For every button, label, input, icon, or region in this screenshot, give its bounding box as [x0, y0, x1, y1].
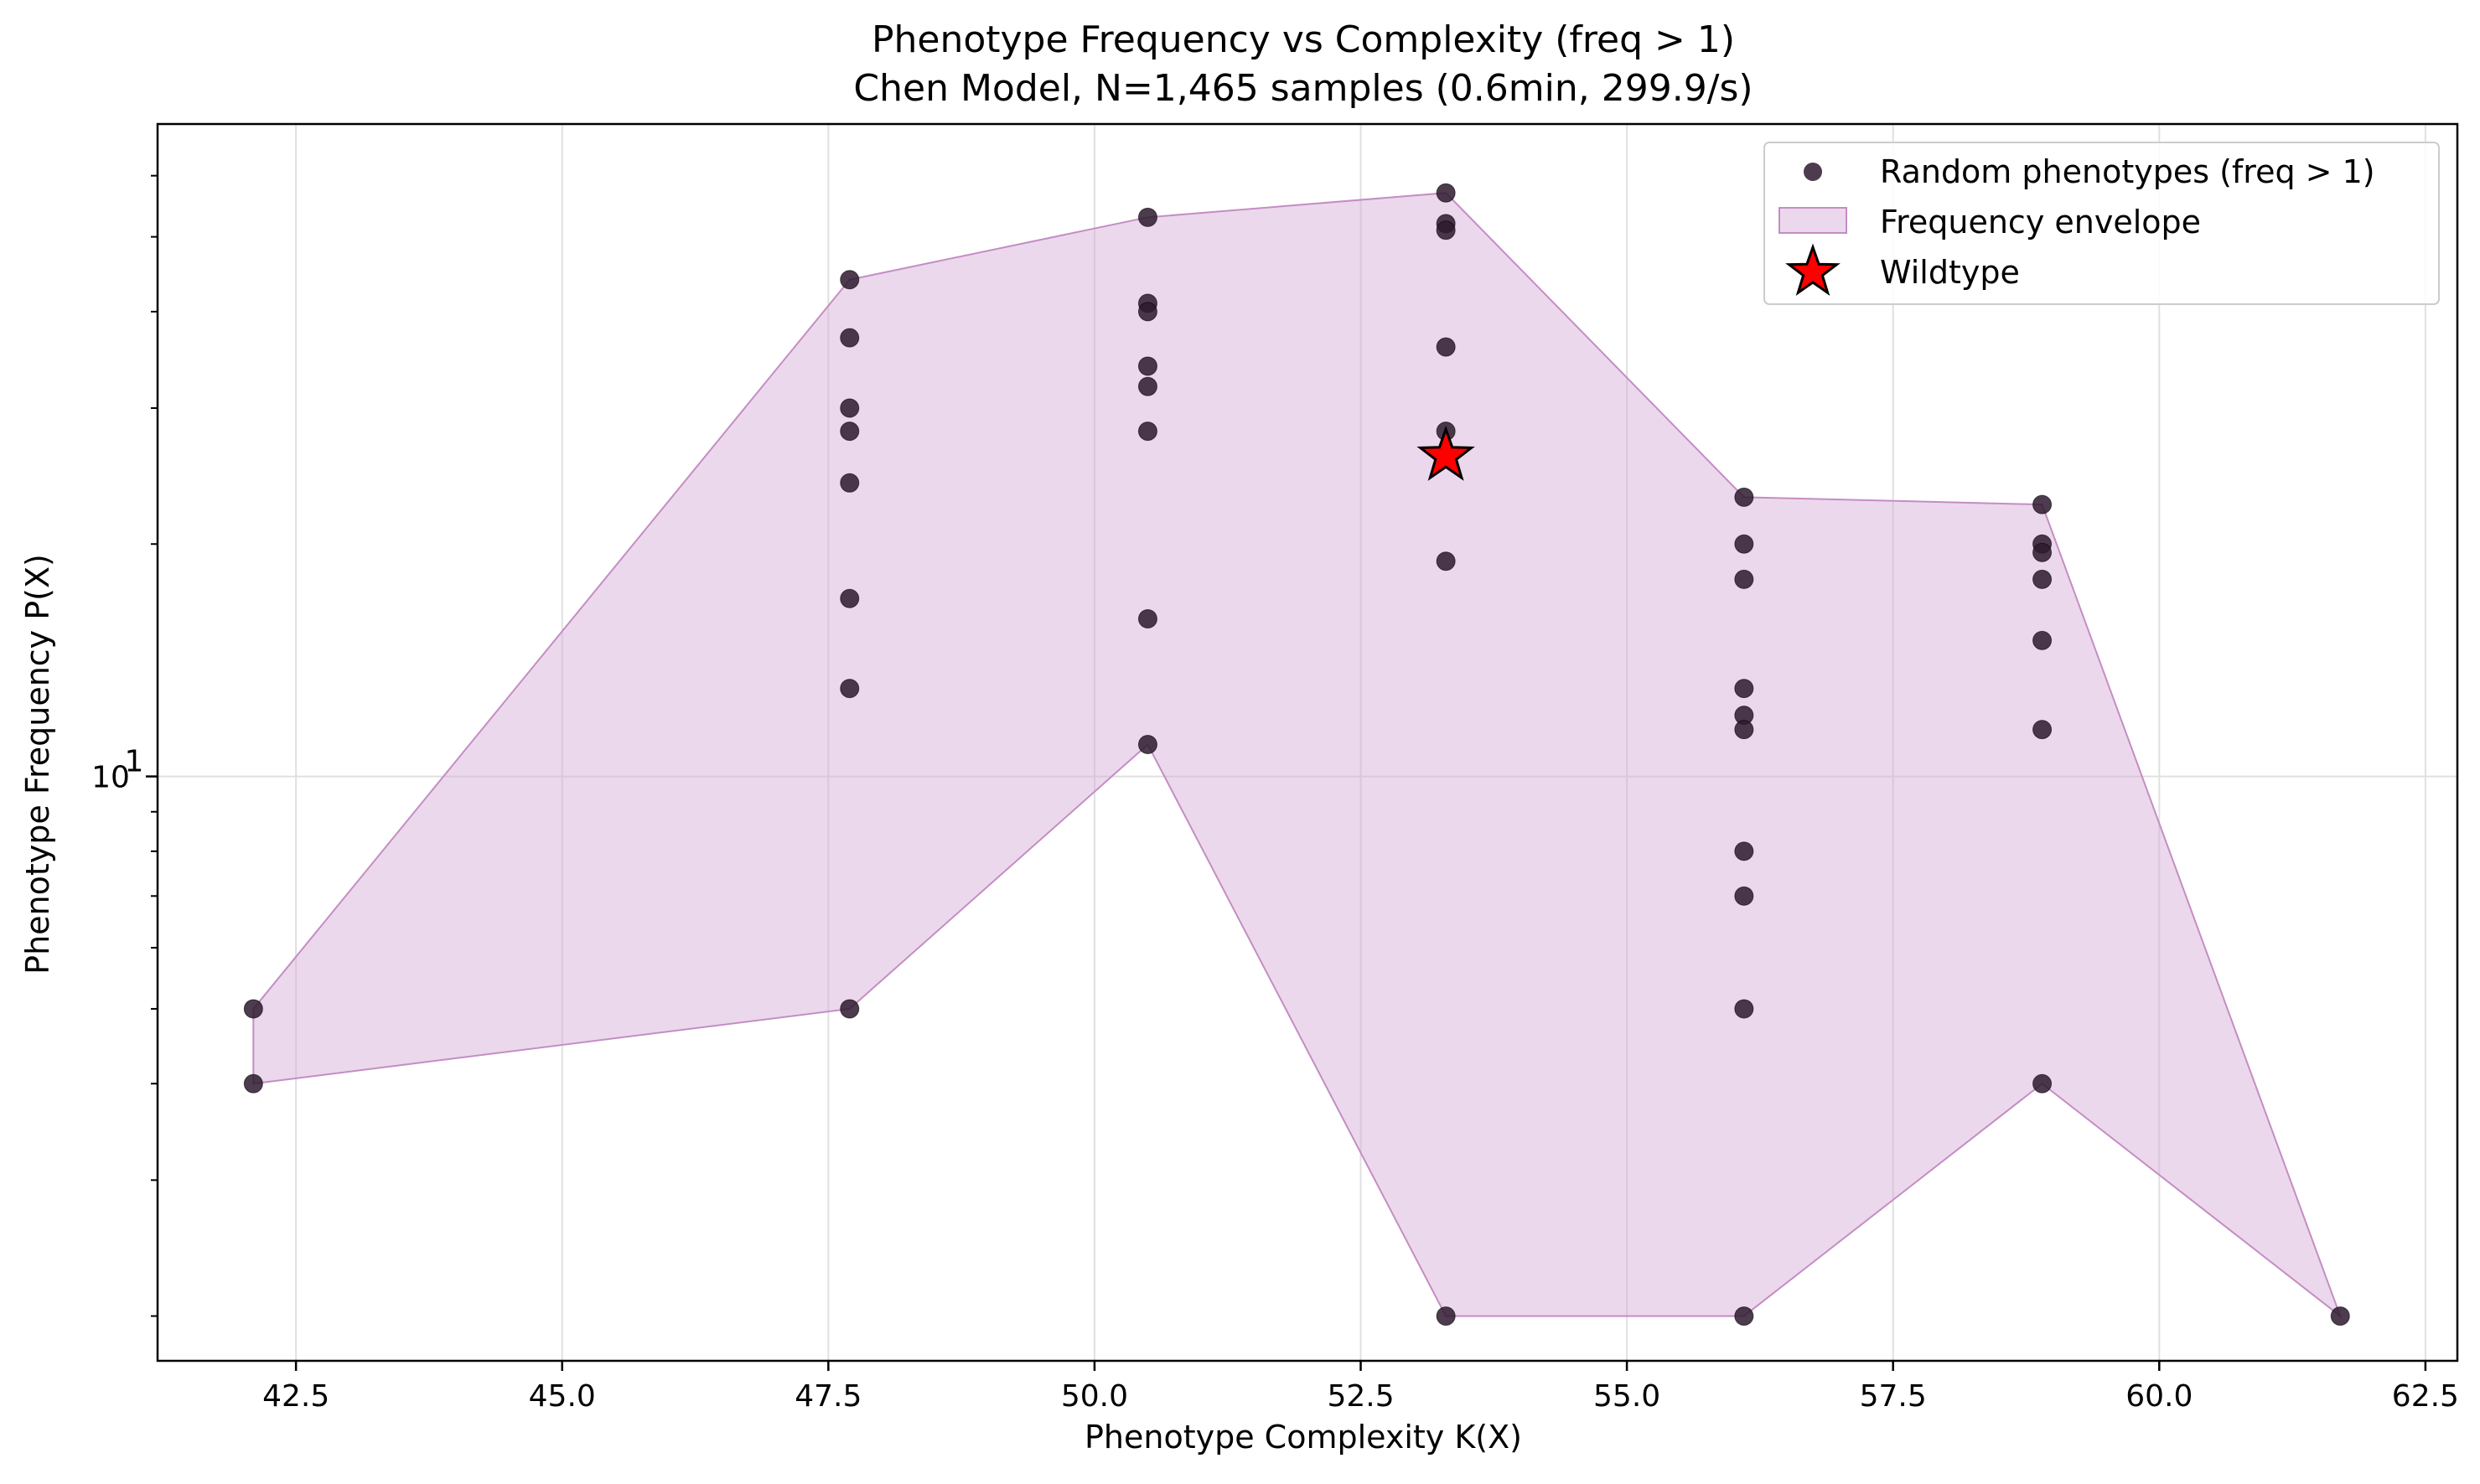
- y-axis-label: Phenotype Frequency P(X): [19, 554, 56, 975]
- phenotype-point: [2330, 1306, 2350, 1326]
- phenotype-point: [840, 270, 860, 290]
- legend-marker-envelope: [1778, 207, 1847, 234]
- phenotype-points-layer: [243, 183, 2350, 1326]
- legend: Random phenotypes (freq > 1) Frequency e…: [1763, 142, 2440, 305]
- phenotype-point: [1734, 999, 1754, 1019]
- y-tick-label-exponent: 1: [125, 745, 144, 779]
- phenotype-point: [1436, 220, 1456, 240]
- phenotype-point: [1734, 487, 1754, 507]
- phenotype-point: [2032, 542, 2053, 562]
- x-tick-label: 47.5: [795, 1379, 862, 1414]
- phenotype-point: [2032, 720, 2053, 740]
- legend-label-points: Random phenotypes (freq > 1): [1880, 153, 2375, 190]
- chart-title: Phenotype Frequency vs Complexity (freq …: [872, 18, 1735, 61]
- y-tick-label: 10: [91, 761, 130, 795]
- phenotype-point: [840, 473, 860, 493]
- wildtype-layer: [1416, 425, 1475, 481]
- phenotype-point: [243, 1073, 263, 1094]
- phenotype-point: [840, 999, 860, 1019]
- phenotype-point: [1137, 421, 1157, 442]
- frequency-envelope-layer: [252, 192, 2343, 1319]
- grid: [158, 124, 2457, 1361]
- phenotype-point: [1734, 886, 1754, 906]
- legend-label-envelope: Frequency envelope: [1880, 204, 2201, 240]
- phenotype-point: [243, 999, 263, 1019]
- x-tick-label: 50.0: [1061, 1379, 1128, 1414]
- phenotype-point: [1137, 376, 1157, 396]
- wildtype-star: [1416, 425, 1475, 481]
- chart-subtitle: Chen Model, N=1,465 samples (0.6min, 299…: [853, 67, 1753, 110]
- frequency-envelope: [252, 192, 2343, 1319]
- x-tick-label: 42.5: [262, 1379, 329, 1414]
- x-tick-label: 60.0: [2125, 1379, 2193, 1414]
- legend-box: [1763, 142, 2440, 305]
- phenotype-point: [1734, 534, 1754, 554]
- phenotype-point: [2032, 569, 2053, 589]
- phenotype-point: [840, 398, 860, 418]
- phenotype-point: [1436, 1306, 1456, 1326]
- x-tick-label: 52.5: [1327, 1379, 1394, 1414]
- phenotype-point: [1734, 679, 1754, 699]
- phenotype-point: [1137, 302, 1157, 322]
- phenotype-point: [2032, 494, 2053, 514]
- legend-marker-star: [1785, 243, 1841, 297]
- phenotype-point: [1734, 1306, 1754, 1326]
- phenotype-point: [840, 588, 860, 608]
- plot-frame: [156, 122, 2459, 1362]
- phenotype-point: [2032, 1073, 2053, 1094]
- phenotype-point: [1734, 720, 1754, 740]
- phenotype-point: [2032, 630, 2053, 650]
- phenotype-point: [1436, 551, 1456, 571]
- x-axis-ticks: 42.5 45.0 47.5 50.0 52.5 55.0 57.5 60.0 62.5: [262, 1361, 2459, 1414]
- x-tick-label: 55.0: [1593, 1379, 1660, 1414]
- phenotype-point: [840, 679, 860, 699]
- x-tick-label: 57.5: [1860, 1379, 1927, 1414]
- phenotype-point: [840, 328, 860, 348]
- phenotype-point: [1137, 207, 1157, 227]
- y-axis-ticks: 101: [91, 174, 158, 1317]
- phenotype-point: [840, 421, 860, 442]
- phenotype-point: [1734, 841, 1754, 861]
- legend-label-wildtype: Wildtype: [1880, 254, 2020, 291]
- x-tick-label: 45.0: [529, 1379, 596, 1414]
- phenotype-point: [1137, 734, 1157, 754]
- legend-marker-points: [1804, 163, 1822, 181]
- phenotype-point: [1436, 183, 1456, 203]
- phenotype-point: [1734, 569, 1754, 589]
- phenotype-point: [1137, 356, 1157, 376]
- phenotype-point: [1436, 337, 1456, 357]
- x-tick-label: 62.5: [2392, 1379, 2459, 1414]
- phenotype-point: [1137, 609, 1157, 629]
- x-axis-label: Phenotype Complexity K(X): [1085, 1419, 1522, 1456]
